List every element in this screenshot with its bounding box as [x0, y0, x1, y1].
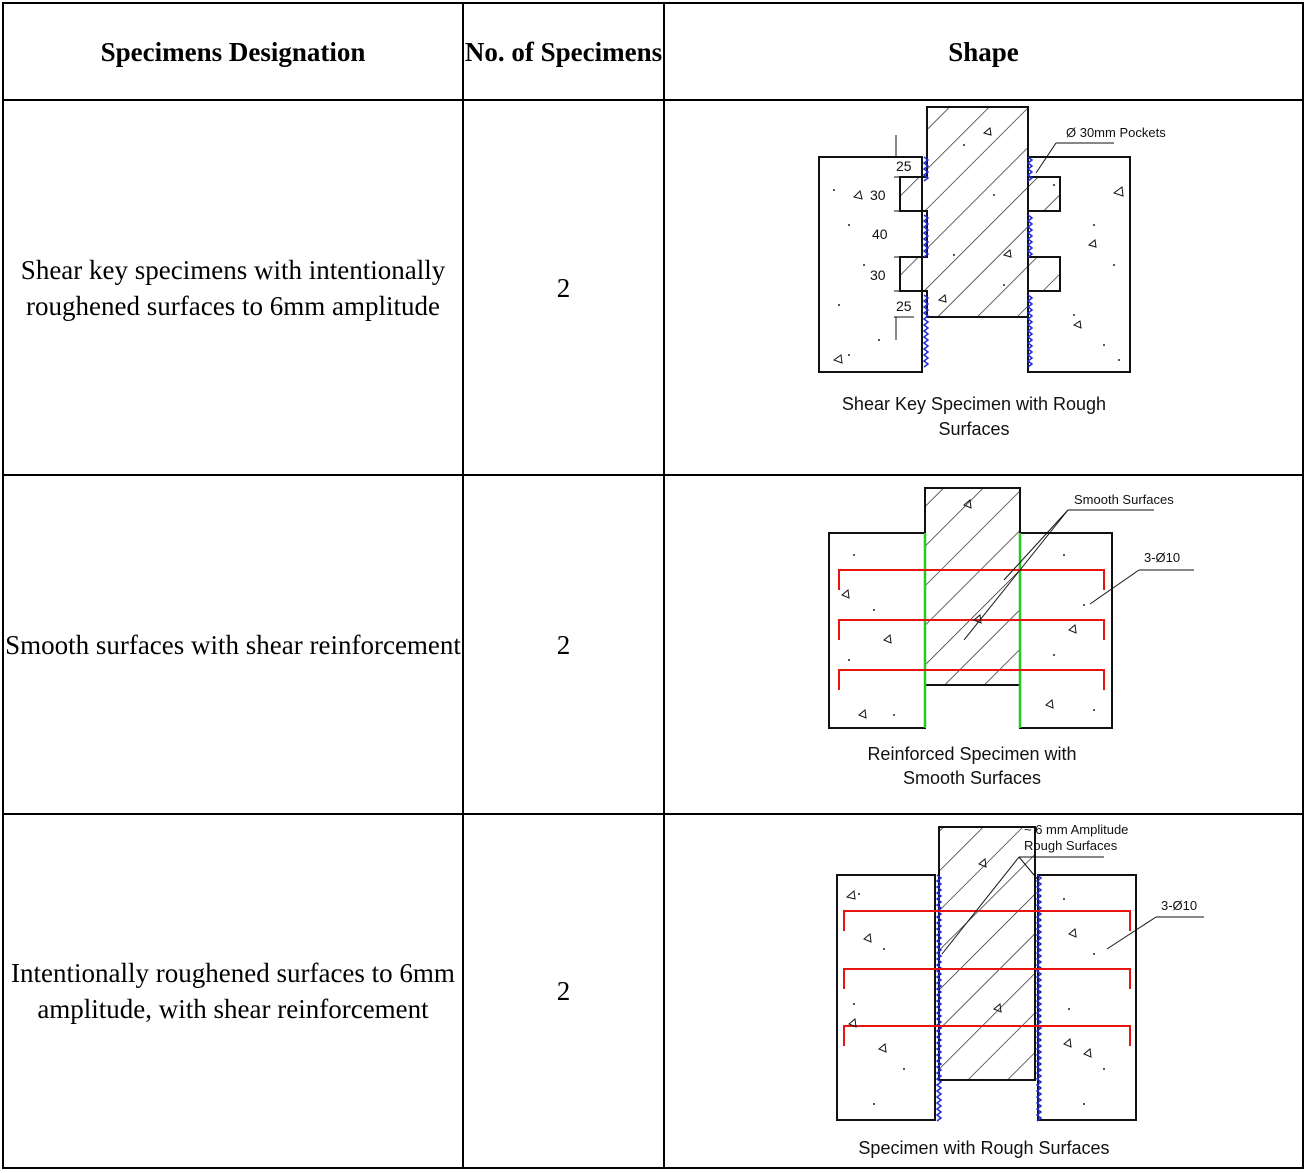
rebar-group	[842, 909, 1131, 1046]
table-row: Intentionally roughened surfaces to 6mm …	[2, 813, 1304, 1169]
header-designation: Specimens Designation	[2, 2, 464, 101]
smooth-surfaces-label: Smooth Surfaces	[1074, 492, 1174, 507]
table-header-row: Specimens Designation No. of Specimens S…	[2, 2, 1304, 101]
aggregate-triangles	[832, 127, 1124, 364]
shape-cell: ~ 6 mm Amplitude Rough Surfaces 3-Ø10 Sp…	[663, 813, 1304, 1169]
left-block	[827, 531, 926, 729]
right-block	[1018, 531, 1113, 729]
figure-caption: Shear Key Specimen with Rough	[841, 394, 1105, 414]
rough-reinforced-specimen-drawing: ~ 6 mm Amplitude Rough Surfaces 3-Ø10 Sp…	[835, 822, 1204, 1158]
left-rough-interface	[935, 873, 942, 1122]
aggregate-dots	[847, 553, 1095, 716]
center-column	[923, 486, 1021, 686]
figure-caption: Reinforced Specimen with	[867, 744, 1076, 764]
right-rough-interface	[1026, 156, 1033, 368]
left-block	[835, 873, 936, 1121]
designation-cell: Shear key specimens with intentionally r…	[2, 99, 464, 476]
reinforced-smooth-specimen-drawing: Smooth Surfaces 3-Ø10 Reinforced Specime…	[827, 486, 1194, 788]
dim-label: 25	[896, 158, 912, 174]
pocket-label: Ø 30mm Pockets	[1066, 125, 1166, 140]
center-column	[898, 106, 1061, 318]
header-shape: Shape	[663, 2, 1304, 101]
dim-label: 25	[896, 298, 912, 314]
figure-caption: Specimen with Rough Surfaces	[858, 1138, 1109, 1158]
designation-cell: Smooth surfaces with shear reinforcement	[2, 474, 464, 815]
dim-label: 30	[870, 267, 886, 283]
rebar-group	[837, 568, 1105, 690]
dim-label: 40	[872, 226, 888, 242]
shape-cell: Smooth Surfaces 3-Ø10 Reinforced Specime…	[663, 474, 1304, 815]
left-rough-interface	[922, 156, 929, 368]
count-cell: 2	[462, 813, 665, 1169]
table-row: Smooth surfaces with shear reinforcement…	[2, 474, 1304, 815]
count-cell: 2	[462, 99, 665, 476]
right-rough-interface	[1035, 873, 1042, 1122]
rebar-label: 3-Ø10	[1161, 898, 1197, 913]
designation-cell: Intentionally roughened surfaces to 6mm …	[2, 813, 464, 1169]
dim-label: 30	[870, 187, 886, 203]
right-block	[1036, 873, 1137, 1121]
header-count: No. of Specimens	[462, 2, 665, 101]
aggregate-triangles	[845, 857, 1092, 1058]
figure-caption: Smooth Surfaces	[902, 768, 1040, 788]
shape-cell: 25 30 40 30 25 Ø 30mm Pockets Shear Key …	[663, 99, 1304, 476]
table-row: Shear key specimens with intentionally r…	[2, 99, 1304, 476]
shear-key-specimen-drawing: 25 30 40 30 25 Ø 30mm Pockets Shear Key …	[817, 106, 1166, 439]
rebar-label: 3-Ø10	[1144, 550, 1180, 565]
aggregate-dots	[832, 144, 1120, 361]
aggregate-dots	[852, 892, 1105, 1105]
center-column	[937, 825, 1036, 1081]
count-cell: 2	[462, 474, 665, 815]
rough-surfaces-label: ~ 6 mm Amplitude	[1024, 822, 1128, 837]
figure-caption: Surfaces	[938, 419, 1009, 439]
rough-surfaces-label: Rough Surfaces	[1024, 838, 1118, 853]
dimension-lines	[893, 135, 914, 340]
